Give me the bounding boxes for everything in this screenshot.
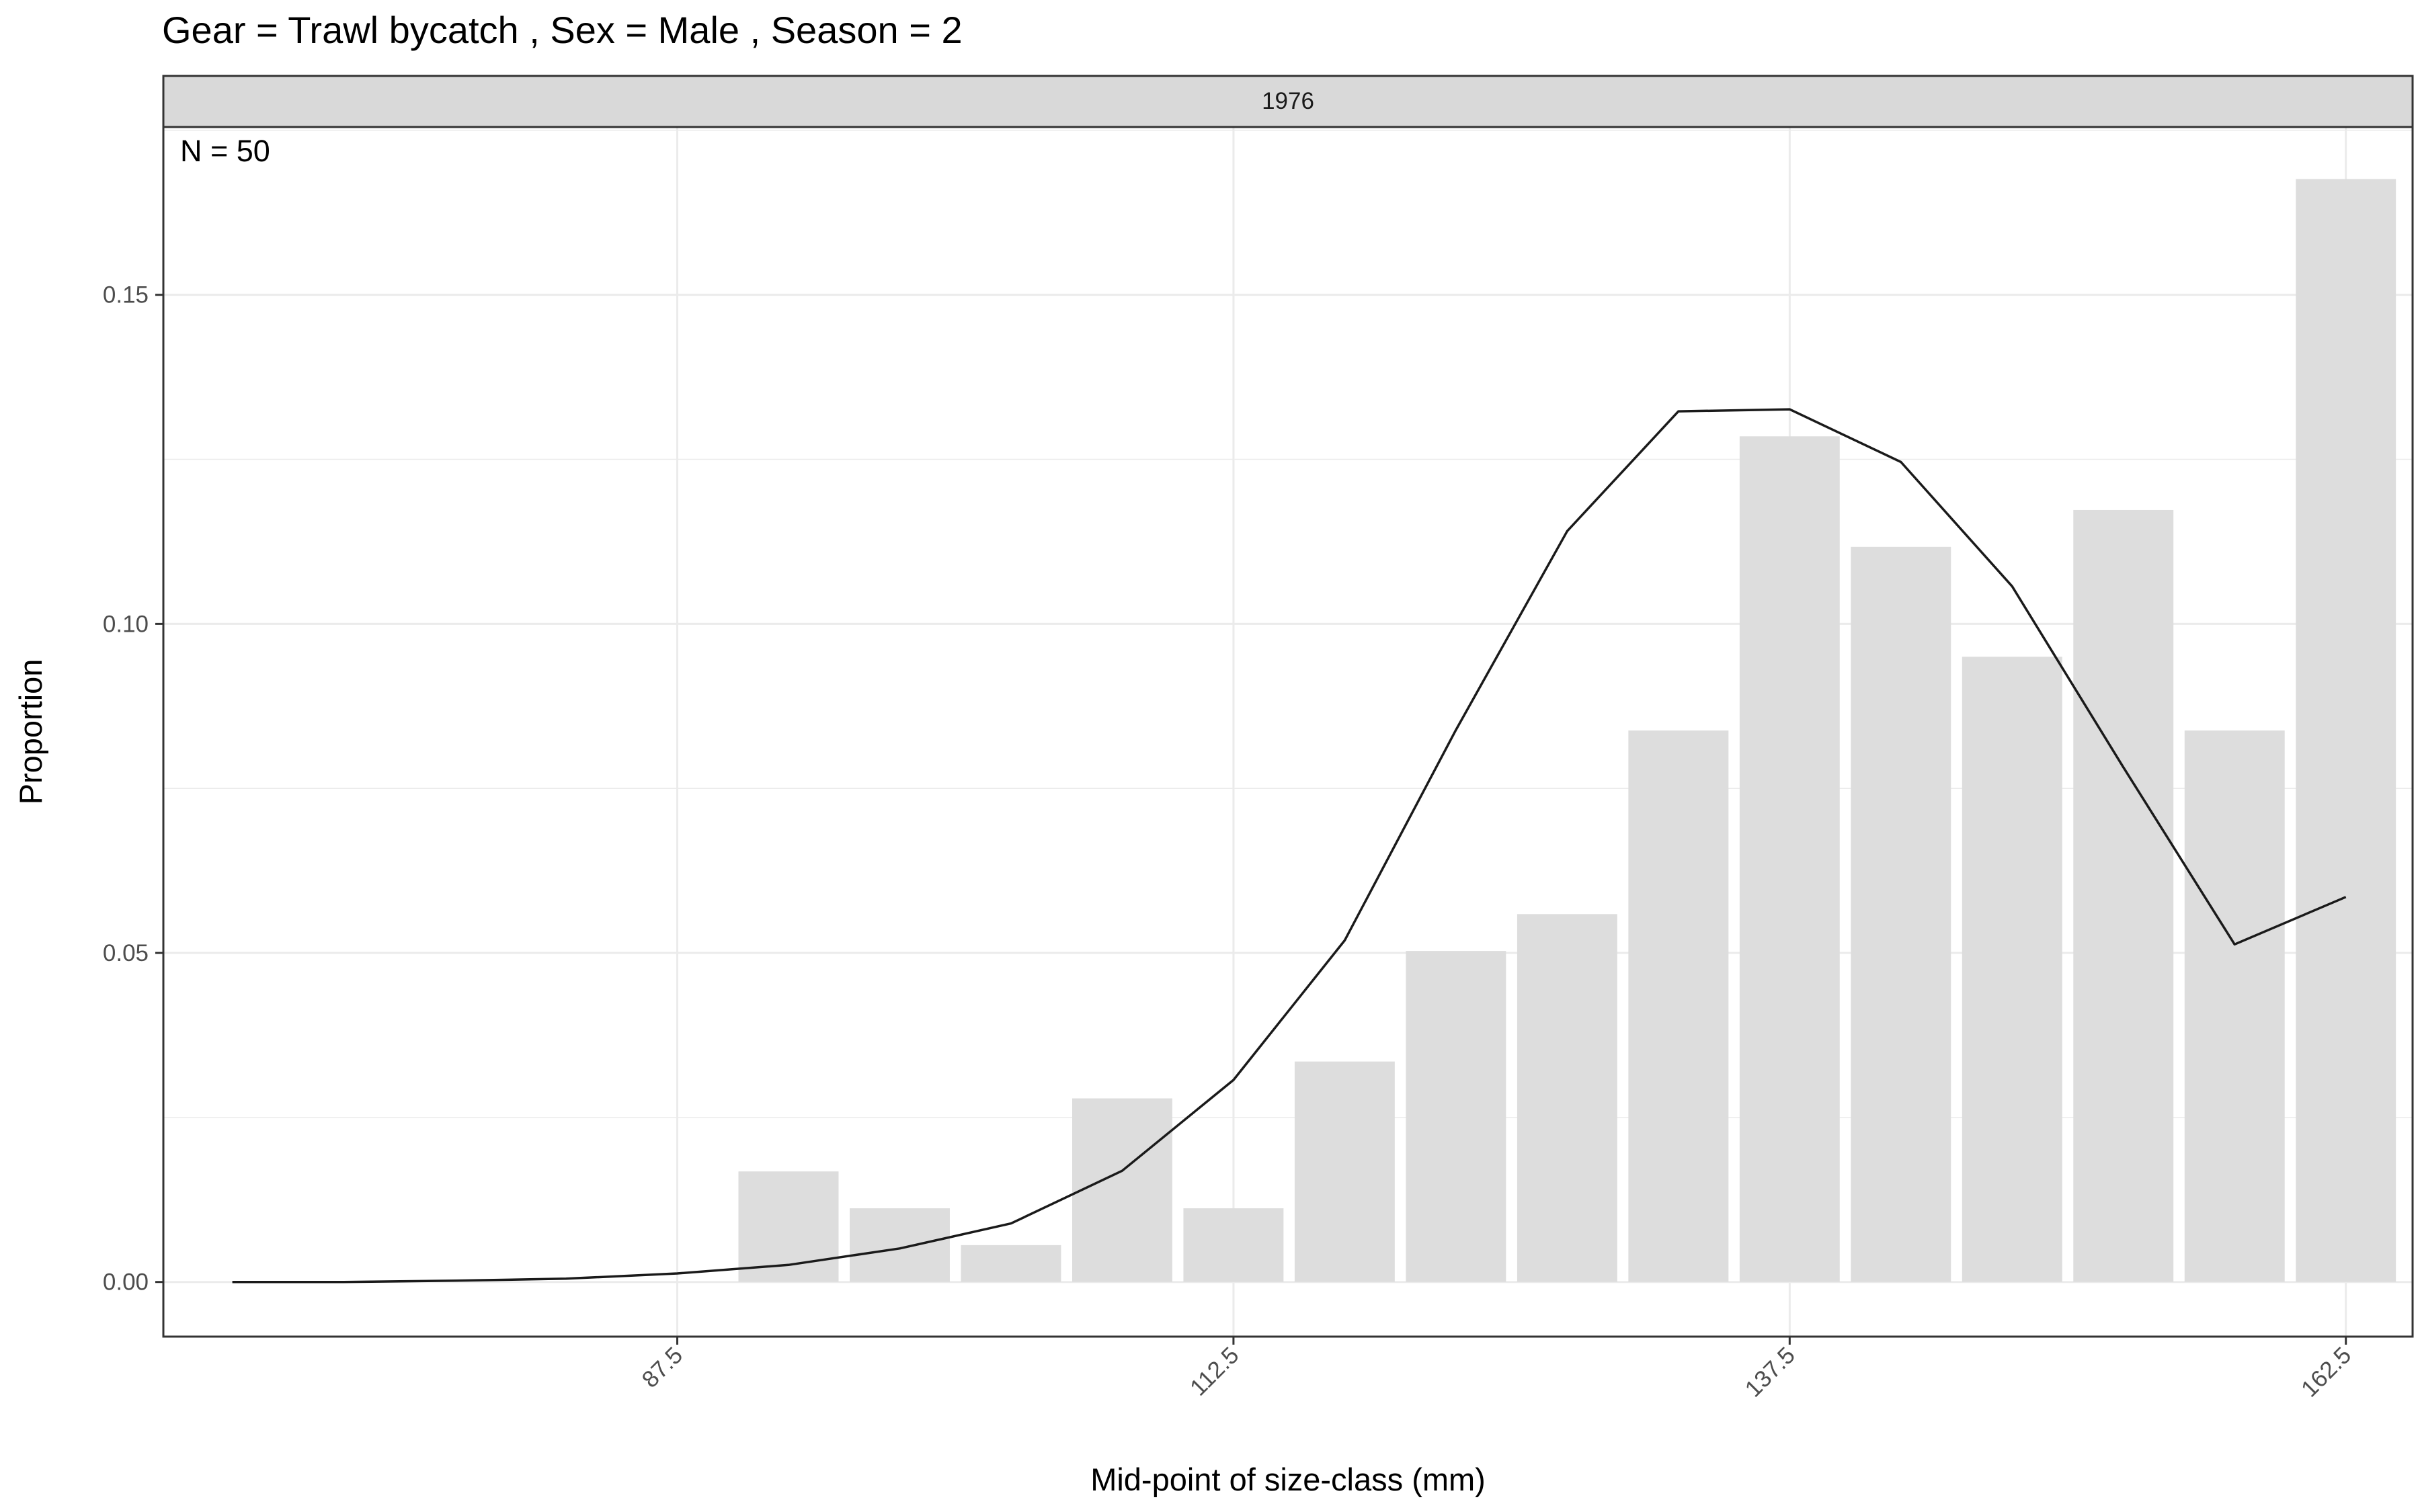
bar-122.5 (1406, 951, 1506, 1282)
y-tick-label: 0.00 (103, 1269, 149, 1296)
bars (738, 179, 2396, 1282)
y-axis-title: Proportion (13, 659, 48, 805)
sample-size-label: N = 50 (180, 134, 270, 168)
x-tick-label: 112.5 (1185, 1342, 1244, 1401)
bar-147.5 (1962, 657, 2062, 1282)
x-axis-title: Mid-point of size-class (mm) (1090, 1462, 1486, 1497)
panel-border (162, 126, 2414, 1338)
prediction-line-layer (232, 408, 2347, 1284)
y-tick-label: 0.10 (103, 611, 149, 637)
x-axis: 87.5 112.5 137.5 162.5 (637, 1337, 2356, 1402)
y-tick-label: 0.15 (103, 282, 149, 308)
bar-97.5 (850, 1208, 950, 1282)
bar-137.5 (1739, 436, 1840, 1282)
x-tick-label: 87.5 (637, 1342, 688, 1393)
bar-152.5 (2073, 509, 2174, 1282)
bar-92.5 (738, 1171, 839, 1282)
x-tick-label: 162.5 (2296, 1342, 2357, 1402)
facet-label: 1976 (1262, 88, 1314, 114)
chart-title: Gear = Trawl bycatch , Sex = Male , Seas… (162, 9, 963, 51)
bar-162.5 (2296, 179, 2396, 1282)
bar-112.5 (1183, 1208, 1284, 1282)
bar-117.5 (1294, 1061, 1395, 1282)
bar-127.5 (1517, 914, 1617, 1282)
y-axis: 0.00 0.05 0.10 0.15 (103, 282, 163, 1296)
bar-102.5 (961, 1245, 1061, 1282)
bar-142.5 (1851, 546, 1951, 1282)
prediction-line (232, 408, 2347, 1284)
x-tick-label: 137.5 (1740, 1342, 1800, 1402)
facet-strip (162, 75, 2414, 128)
y-tick-label: 0.05 (103, 940, 149, 966)
bar-132.5 (1628, 730, 1729, 1282)
bar-107.5 (1072, 1098, 1172, 1282)
bar-157.5 (2184, 730, 2285, 1282)
